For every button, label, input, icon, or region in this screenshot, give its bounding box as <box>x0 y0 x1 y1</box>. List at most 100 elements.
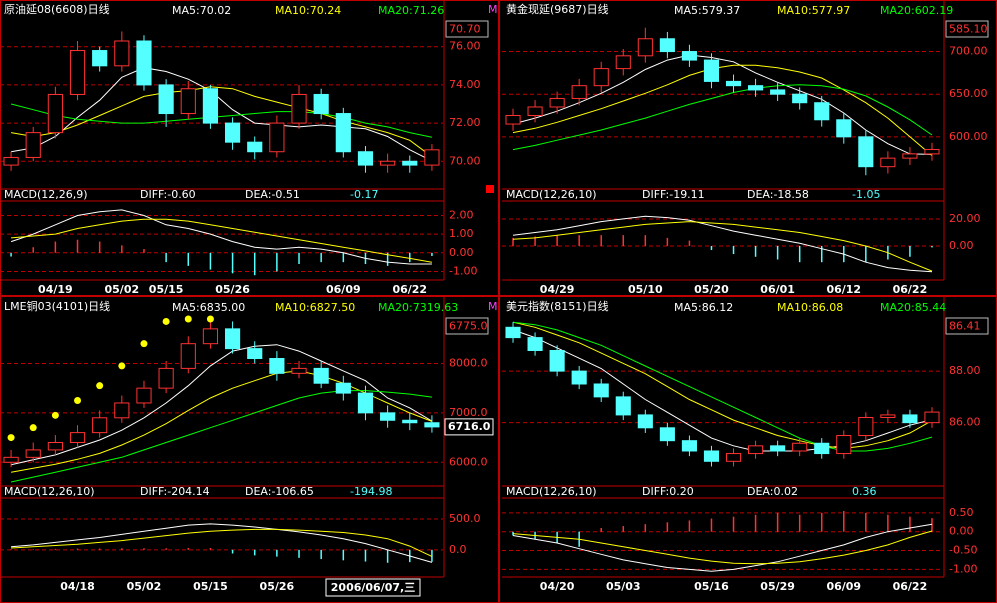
signal-dot <box>74 397 82 405</box>
signal-dot <box>184 315 192 323</box>
ma-line <box>10 390 432 483</box>
ma-line <box>512 64 933 156</box>
candle-body <box>69 50 86 95</box>
y-tick-label: 2.00 <box>449 208 474 221</box>
macd-dea: DEA:-0.51 <box>245 188 300 201</box>
candle-body <box>380 412 396 421</box>
macd-title: MACD(12,26,9) <box>4 188 88 201</box>
candle-body <box>725 80 742 87</box>
x-tick-label: 04/29 <box>540 283 575 296</box>
signal-dot <box>140 340 148 348</box>
macd-dea: DEA:-18.58 <box>747 188 809 201</box>
price-box-label: 86.41 <box>949 320 981 333</box>
y-tick-label: 76.00 <box>449 40 481 53</box>
x-tick-label: 05/29 <box>760 580 795 593</box>
y-tick-label: 0.00 <box>449 246 474 259</box>
candle-body <box>3 156 19 166</box>
y-tick-label: 0.50 <box>949 506 974 519</box>
y-tick-label: 70.00 <box>449 154 481 167</box>
diff-line <box>10 209 432 265</box>
candle-body <box>202 328 219 345</box>
macd-value: 0.36 <box>852 485 877 498</box>
signal-dot <box>96 382 104 390</box>
x-tick-label: 05/26 <box>260 580 295 593</box>
candle-body <box>424 149 440 166</box>
y-tick-label: 700.00 <box>949 45 988 58</box>
candle-body <box>814 442 830 455</box>
macd-value: -0.17 <box>350 188 378 201</box>
ma-line <box>10 344 433 466</box>
candle-body <box>357 392 374 414</box>
candle-body <box>25 449 41 458</box>
signal-dot <box>118 362 126 370</box>
candle-body <box>571 370 587 385</box>
price-box-label: 585.10 <box>949 23 988 36</box>
ma-line <box>512 321 933 452</box>
candle-body <box>858 416 874 437</box>
candle-body <box>357 151 374 166</box>
ma-line <box>512 84 933 151</box>
candle-body <box>247 348 263 360</box>
candle-body <box>92 50 108 67</box>
macd-value: -1.05 <box>852 188 880 201</box>
panel-title: 黄金现延(9687)日线 <box>506 2 609 16</box>
candle-body <box>291 93 307 124</box>
candle-body <box>659 38 675 53</box>
candle-body <box>681 440 697 452</box>
candle-body <box>136 40 152 86</box>
candle-body <box>703 59 720 82</box>
candle-body <box>902 414 918 424</box>
candle-body <box>335 113 351 153</box>
ma-legend: MA10:70.24 <box>275 4 341 17</box>
y-tick-label: 500.0 <box>449 512 481 525</box>
ma-legend: MA10:6827.50 <box>275 301 355 314</box>
x-tick-label: 06/01 <box>760 283 795 296</box>
ma-legend: MA5:6835.00 <box>172 301 245 314</box>
macd-diff: DIFF:-19.11 <box>642 188 705 201</box>
candle-body <box>335 382 351 394</box>
y-tick-label: 0.0 <box>449 543 467 556</box>
dea-line <box>512 221 933 272</box>
candle-body <box>47 93 63 134</box>
y-tick-label: -0.50 <box>949 544 977 557</box>
candle-body <box>615 55 631 70</box>
x-tick-label: 06/22 <box>392 283 427 296</box>
candle-body <box>505 326 521 339</box>
x-tick-label: 05/02 <box>127 580 162 593</box>
ma-line <box>11 67 433 162</box>
ma-legend: MA5:579.37 <box>674 4 740 17</box>
candle-body <box>748 85 764 91</box>
candle-body <box>47 442 63 451</box>
x-tick-label: 05/03 <box>606 580 641 593</box>
dea-line <box>512 530 933 565</box>
ma-line <box>512 321 933 449</box>
macd-dea: DEA:0.02 <box>747 485 798 498</box>
current-price-label: 6716.0 <box>448 420 491 433</box>
y-tick-label: 650.00 <box>949 87 988 100</box>
x-tick-label: 04/18 <box>60 580 95 593</box>
candle-body <box>593 68 609 87</box>
candle-body <box>3 456 19 463</box>
y-tick-label: 6000.0 <box>449 455 488 468</box>
ma-legend: MA20:71.26 <box>378 4 444 17</box>
candle-body <box>158 367 174 389</box>
cursor-label: 2006/06/07,三 <box>331 581 415 594</box>
macd-title: MACD(12,26,10) <box>506 485 597 498</box>
candle-body <box>836 435 852 455</box>
candle-body <box>313 367 329 384</box>
y-tick-label: -1.00 <box>449 264 477 277</box>
candle-body <box>549 349 565 372</box>
candle-body <box>291 367 307 374</box>
ma-line <box>11 86 433 158</box>
candle-body <box>180 88 196 115</box>
x-tick-label: 06/12 <box>826 283 861 296</box>
ma-legend: MA20:7319.63 <box>378 301 458 314</box>
overflow-label: M <box>488 3 498 16</box>
signal-dot <box>7 434 15 442</box>
y-tick-label: 7000.0 <box>449 406 488 419</box>
price-box-label: 6775.0 <box>449 320 488 333</box>
candle-body <box>681 51 697 61</box>
price-box <box>445 317 489 335</box>
macd-diff: DIFF:0.20 <box>642 485 694 498</box>
